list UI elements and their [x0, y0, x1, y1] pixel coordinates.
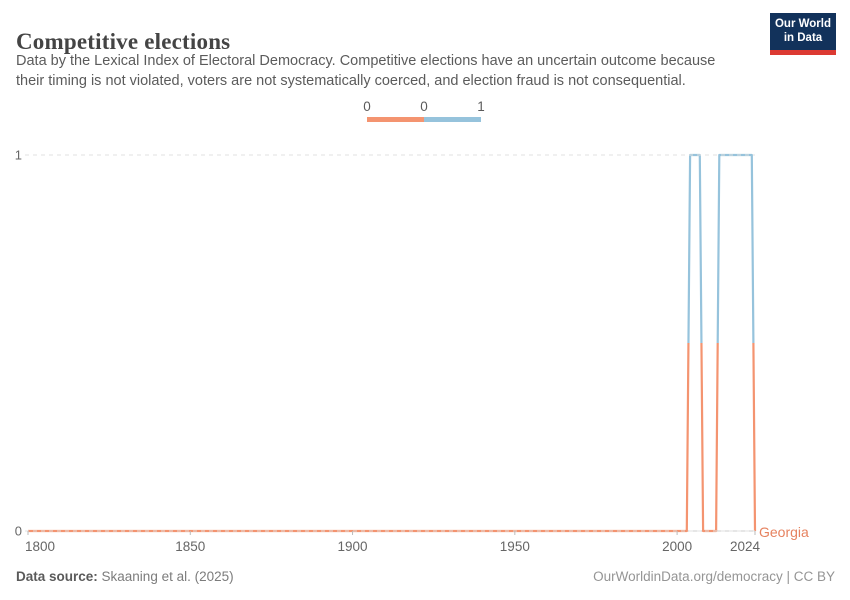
subtitle-line-1: Data by the Lexical Index of Electoral D…	[16, 53, 716, 69]
legend-bin-high[interactable]	[424, 117, 481, 122]
x-axis-tick-label: 1850	[175, 539, 205, 554]
legend-bin-low[interactable]	[367, 117, 424, 122]
y-axis-tick-label: 1	[15, 148, 22, 163]
license-link[interactable]: OurWorldinData.org/democracy | CC BY	[593, 569, 835, 584]
subtitle-line-2: their timing is not violated, voters are…	[16, 72, 686, 89]
legend-tick-label: 0	[420, 99, 428, 114]
series-line-low-segment[interactable]	[28, 155, 757, 533]
x-axis-tick-label: 1900	[338, 539, 368, 554]
y-axis-tick-label: 0	[15, 524, 22, 539]
data-source-note: Data source: Skaaning et al. (2025)	[16, 569, 234, 584]
data-source-label: Data source:	[16, 569, 98, 584]
legend-tick-label: 0	[363, 99, 371, 114]
data-source-text: Skaaning et al. (2025)	[97, 569, 234, 584]
owid-logo[interactable]: Our World in Data	[770, 13, 836, 55]
legend-tick-label: 1	[477, 99, 485, 114]
series-line-high-segment[interactable]	[28, 153, 755, 531]
owid-logo-line-1: Our World	[774, 18, 831, 30]
x-axis-tick-label: 1950	[500, 539, 530, 554]
owid-logo-line-2: in Data	[783, 31, 823, 44]
entity-label-georgia[interactable]: Georgia	[759, 524, 809, 540]
page-title: Competitive elections	[16, 29, 231, 55]
x-axis-tick-label: 1800	[25, 539, 55, 554]
x-axis-tick-label: 2000	[662, 539, 692, 554]
x-axis-tick-label: 2024	[730, 539, 761, 554]
chart-subtitle: Data by the Lexical Index of Electoral D…	[16, 52, 761, 91]
